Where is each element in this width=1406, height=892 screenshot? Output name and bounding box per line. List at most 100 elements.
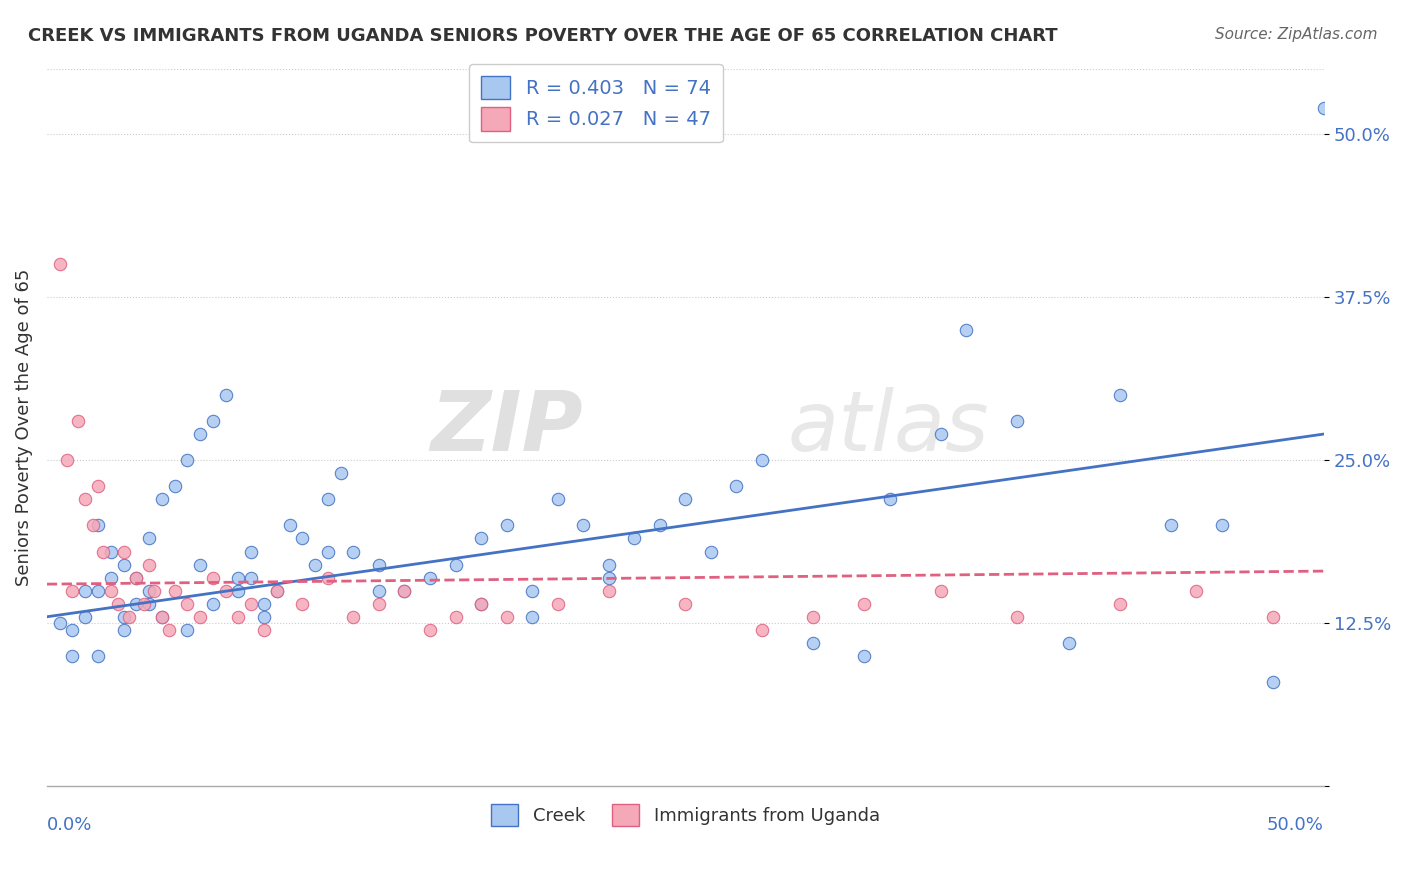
Point [1261, 609, 1284, 624]
Point [801, 636, 824, 650]
Point [100, 571, 122, 585]
Point [125, 571, 148, 585]
Point [316, 544, 339, 558]
Point [801, 609, 824, 624]
Point [215, 583, 238, 598]
Point [853, 597, 876, 611]
Point [853, 648, 876, 663]
Point [188, 558, 211, 572]
Point [176, 623, 198, 637]
Point [266, 583, 288, 598]
Point [470, 597, 492, 611]
Point [648, 518, 671, 533]
Point [316, 571, 339, 585]
Point [1313, 101, 1336, 115]
Point [879, 492, 901, 507]
Point [367, 597, 389, 611]
Point [673, 492, 696, 507]
Point [547, 597, 569, 611]
Point [253, 597, 276, 611]
Point [470, 532, 492, 546]
Point [1007, 414, 1029, 428]
Point [955, 323, 977, 337]
Text: CREEK VS IMMIGRANTS FROM UGANDA SENIORS POVERTY OVER THE AGE OF 65 CORRELATION C: CREEK VS IMMIGRANTS FROM UGANDA SENIORS … [28, 27, 1057, 45]
Text: 50.0%: 50.0% [1267, 815, 1324, 833]
Point [725, 479, 748, 493]
Point [304, 558, 326, 572]
Point [228, 583, 250, 598]
Point [107, 597, 129, 611]
Point [100, 583, 122, 598]
Legend: Creek, Immigrants from Uganda: Creek, Immigrants from Uganda [482, 795, 889, 835]
Point [266, 583, 288, 598]
Point [176, 453, 198, 467]
Point [700, 544, 723, 558]
Point [163, 583, 186, 598]
Text: Source: ZipAtlas.com: Source: ZipAtlas.com [1215, 27, 1378, 42]
Y-axis label: Seniors Poverty Over the Age of 65: Seniors Poverty Over the Age of 65 [15, 268, 32, 586]
Point [87, 518, 110, 533]
Point [751, 453, 773, 467]
Point [253, 623, 276, 637]
Point [188, 427, 211, 442]
Point [150, 609, 173, 624]
Point [138, 597, 160, 611]
Point [112, 623, 135, 637]
Point [143, 583, 166, 598]
Point [159, 623, 181, 637]
Point [520, 609, 543, 624]
Point [1211, 518, 1233, 533]
Point [1261, 675, 1284, 690]
Point [1057, 636, 1080, 650]
Point [623, 532, 645, 546]
Point [329, 466, 352, 480]
Point [598, 558, 620, 572]
Point [112, 544, 135, 558]
Point [48, 257, 70, 271]
Point [75, 609, 97, 624]
Point [367, 583, 389, 598]
Point [66, 414, 89, 428]
Point [87, 479, 110, 493]
Text: 0.0%: 0.0% [46, 815, 93, 833]
Point [62, 648, 84, 663]
Point [1108, 597, 1130, 611]
Point [176, 597, 198, 611]
Point [87, 648, 110, 663]
Point [367, 558, 389, 572]
Point [419, 571, 441, 585]
Point [394, 583, 416, 598]
Point [132, 597, 155, 611]
Text: atlas: atlas [787, 387, 990, 468]
Point [82, 518, 104, 533]
Point [62, 623, 84, 637]
Point [150, 609, 173, 624]
Point [117, 609, 139, 624]
Point [1160, 518, 1182, 533]
Point [100, 544, 122, 558]
Point [547, 492, 569, 507]
Point [419, 623, 441, 637]
Point [520, 583, 543, 598]
Point [112, 609, 135, 624]
Point [929, 427, 952, 442]
Point [48, 616, 70, 631]
Point [240, 571, 263, 585]
Point [598, 571, 620, 585]
Point [673, 597, 696, 611]
Point [125, 597, 148, 611]
Point [56, 453, 79, 467]
Point [75, 492, 97, 507]
Point [1108, 388, 1130, 402]
Point [201, 571, 224, 585]
Point [91, 544, 114, 558]
Point [228, 609, 250, 624]
Text: ZIP: ZIP [430, 387, 583, 468]
Point [1007, 609, 1029, 624]
Point [929, 583, 952, 598]
Point [75, 583, 97, 598]
Point [572, 518, 595, 533]
Point [291, 532, 314, 546]
Point [291, 597, 314, 611]
Point [598, 583, 620, 598]
